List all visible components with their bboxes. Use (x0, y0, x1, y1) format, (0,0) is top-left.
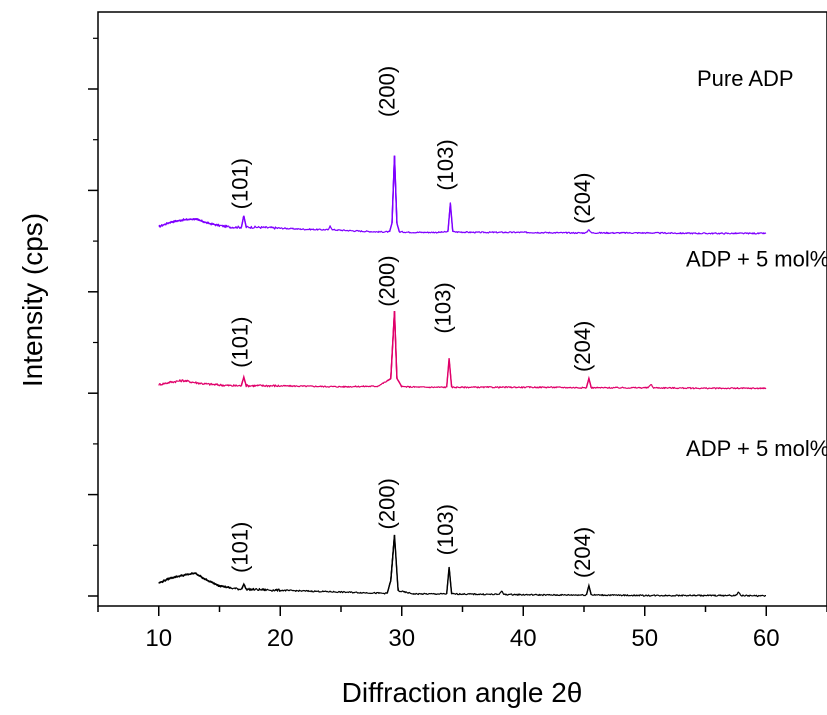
series-peak (447, 358, 452, 387)
peak-label: (204) (570, 321, 595, 372)
peak-label: (200) (375, 66, 400, 117)
series-peak (391, 535, 398, 591)
peak-label: (200) (375, 478, 400, 529)
x-tick-label: 40 (510, 625, 537, 652)
x-tick-label: 60 (753, 625, 780, 652)
peak-label: (101) (227, 158, 252, 209)
x-tick-label: 20 (267, 625, 294, 652)
series-peak (448, 203, 453, 231)
series-label: Pure ADP (697, 66, 794, 91)
y-axis-ticks (88, 38, 98, 596)
series-peak (207, 581, 231, 589)
series-label: ADP + 5 mol% LAHCl (686, 436, 827, 461)
x-tick-label: 10 (145, 625, 172, 652)
plot-frame (98, 12, 827, 606)
peak-label: (200) (375, 255, 400, 306)
series-peak (395, 311, 402, 387)
series-peak (241, 584, 246, 589)
series-peak (447, 567, 452, 594)
series-peak (241, 216, 246, 227)
series-peak (586, 586, 591, 595)
series-peak (586, 378, 591, 387)
peak-label: (103) (430, 282, 455, 333)
y-axis-title: Intensity (cps) (17, 213, 48, 387)
x-axis-ticks: 10 20 30 40 50 60 (98, 606, 827, 652)
series-label: ADP + 5 mol% L-alanine (686, 247, 827, 272)
x-tick-label: 30 (388, 625, 415, 652)
annotation-layer: Pure ADP ADP + 5 mol% L-alanine ADP + 5 mo… (227, 66, 827, 578)
series-peak (395, 156, 400, 232)
peak-label: (101) (227, 317, 252, 368)
peak-label: (103) (433, 139, 458, 190)
peak-label: (103) (433, 504, 458, 555)
x-axis-title: Diffraction angle 2θ (342, 677, 583, 708)
peak-label: (204) (570, 173, 595, 224)
peak-label: (204) (570, 527, 595, 578)
x-tick-label: 50 (631, 625, 658, 652)
series-peak (241, 377, 246, 386)
peak-label: (101) (227, 522, 252, 573)
